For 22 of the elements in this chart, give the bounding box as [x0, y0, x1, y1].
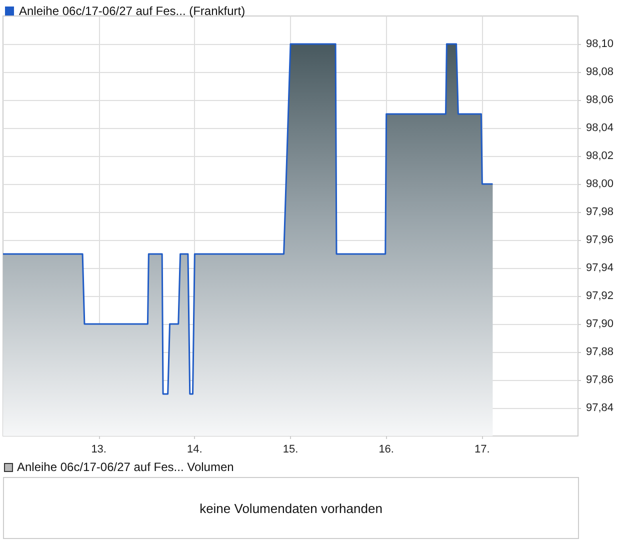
x-tick-label: 15. — [282, 444, 298, 456]
text: Anleihe 06c/17-06/27 auf Fes... Volumen — [17, 460, 234, 474]
y-tick-label: 97,86 — [586, 374, 614, 386]
y-tick-label: 98,08 — [586, 66, 614, 78]
y-tick-label: 97,92 — [586, 290, 614, 302]
x-tick-label: 13. — [91, 444, 106, 456]
y-tick-label: 97,98 — [586, 206, 614, 218]
y-tick-label: 97,90 — [586, 318, 614, 330]
x-tick-label: 16. — [378, 444, 394, 456]
y-tick-label: 98,06 — [586, 94, 614, 106]
text: keine Volumendaten vorhanden — [200, 500, 382, 516]
x-tick-label: 14. — [187, 444, 202, 456]
y-tick-label: 97,84 — [586, 402, 614, 414]
legend-label: Anleihe 06c/17-06/27 auf Fes... (Frankfurt) — [19, 4, 246, 18]
y-tick-label: 97,88 — [586, 346, 614, 358]
x-tick-label: 17. — [474, 444, 490, 456]
y-tick-label: 98,00 — [586, 178, 614, 190]
y-tick-label: 98,10 — [586, 38, 614, 50]
y-tick-label: 98,02 — [586, 150, 614, 162]
y-tick-label: 97,94 — [586, 262, 614, 274]
y-tick-label: 98,04 — [586, 122, 614, 134]
y-tick-label: 97,96 — [586, 234, 614, 246]
